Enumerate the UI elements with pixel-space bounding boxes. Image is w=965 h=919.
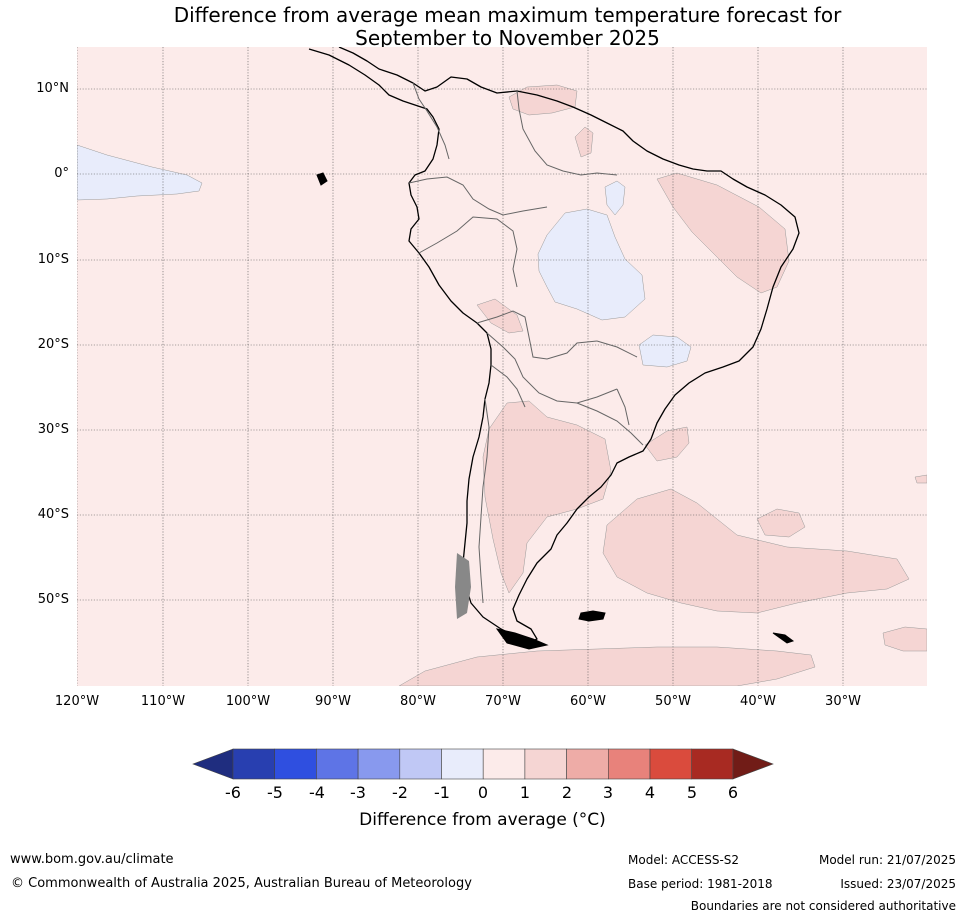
islands (316, 172, 795, 650)
colorbar-cell (441, 748, 484, 780)
south-georgia (772, 632, 795, 644)
base-period: Base period: 1981-2018 (628, 877, 773, 891)
colorbar-cell (649, 748, 693, 780)
region-pink-drake-passage (398, 646, 816, 686)
region-pink-far-east (882, 626, 927, 652)
colorbar-tick: -1 (434, 783, 450, 802)
colorbar-tick: 4 (644, 783, 656, 802)
lat-label: 20°S (37, 337, 69, 352)
issued-date: Issued: 23/07/2025 (840, 877, 956, 891)
region-pink-atlantic-patch (756, 508, 806, 538)
region-blue-small-north (604, 180, 626, 216)
falkland-islands (578, 610, 606, 622)
country-borders (408, 82, 644, 604)
region-pink-east-edge (914, 474, 927, 484)
graticule (77, 47, 927, 686)
colorbar-tick: 2 (561, 783, 573, 802)
region-blue-pacific (77, 144, 203, 201)
lat-label: 40°S (37, 507, 69, 522)
region-pink-guiana (574, 126, 594, 158)
colorbar-cell (524, 748, 567, 780)
south-america-coastline (308, 47, 800, 644)
region-pink-south-atlantic (602, 488, 910, 614)
colorbar-cell (316, 748, 359, 780)
lon-label: 100°W (225, 694, 271, 709)
region-blue-southeast (638, 334, 692, 368)
anomaly-regions (77, 84, 927, 686)
copyright-notice: © Commonwealth of Australia 2025, Austra… (11, 876, 472, 891)
website-link[interactable]: www.bom.gov.au/climate (10, 852, 174, 867)
colorbar-cell (691, 748, 734, 780)
boundaries-disclaimer: Boundaries are not considered authoritat… (690, 899, 956, 913)
lon-label: 90°W (315, 694, 351, 709)
title-line-2: September to November 2025 (355, 26, 660, 50)
lat-label: 0° (54, 166, 69, 181)
region-pink-uruguay-coast (644, 426, 690, 462)
colorbar-cell (732, 748, 774, 780)
model-run-date: Model run: 21/07/2025 (818, 853, 956, 867)
region-pink-northeast-brazil (656, 172, 790, 294)
lat-label: 10°N (36, 81, 69, 96)
map-title: Difference from average mean maximum tem… (0, 4, 965, 50)
lon-label: 110°W (140, 694, 186, 709)
colorbar-tick: -5 (267, 783, 283, 802)
lon-label: 80°W (400, 694, 436, 709)
title-line-1: Difference from average mean maximum tem… (173, 3, 842, 27)
colorbar-cell (607, 748, 651, 780)
model-name: Model: ACCESS-S2 (628, 853, 740, 867)
colorbar-tick: -6 (225, 783, 241, 802)
lon-label: 60°W (570, 694, 606, 709)
lon-label: 70°W (485, 694, 521, 709)
colorbar-label: Difference from average (°C) (359, 810, 606, 830)
tierra-del-fuego (495, 628, 549, 650)
colorbar-tick: -4 (309, 783, 325, 802)
colorbar-cell (482, 748, 526, 780)
region-pink-argentina (482, 400, 612, 594)
galapagos-islands (316, 172, 328, 186)
lat-label: 30°S (37, 422, 69, 437)
colorbar-tick: 1 (519, 783, 531, 802)
lon-label: 50°W (655, 694, 691, 709)
colorbar-tick: 0 (477, 783, 489, 802)
colorbar-cell (399, 748, 442, 780)
colorbar-tick: 3 (602, 783, 614, 802)
region-blue-amazon (537, 208, 646, 321)
colorbar-cell (566, 748, 609, 780)
lat-label: 50°S (37, 592, 69, 607)
forecast-map (77, 47, 927, 686)
colorbar-tick: 5 (686, 783, 698, 802)
colorbar-cell (192, 748, 234, 780)
lon-label: 120°W (54, 694, 100, 709)
colorbar-cell (274, 748, 317, 780)
colorbar-tick: -3 (350, 783, 366, 802)
lon-label: 40°W (740, 694, 776, 709)
colorbar-cell (357, 748, 401, 780)
colorbar-cell (232, 748, 276, 780)
colorbar-tick: -2 (392, 783, 408, 802)
colorbar-tick: 6 (727, 783, 739, 802)
lat-label: 10°S (37, 252, 69, 267)
chilean-archipelago (455, 553, 471, 619)
colorbar (192, 748, 774, 780)
lon-label: 30°W (825, 694, 861, 709)
